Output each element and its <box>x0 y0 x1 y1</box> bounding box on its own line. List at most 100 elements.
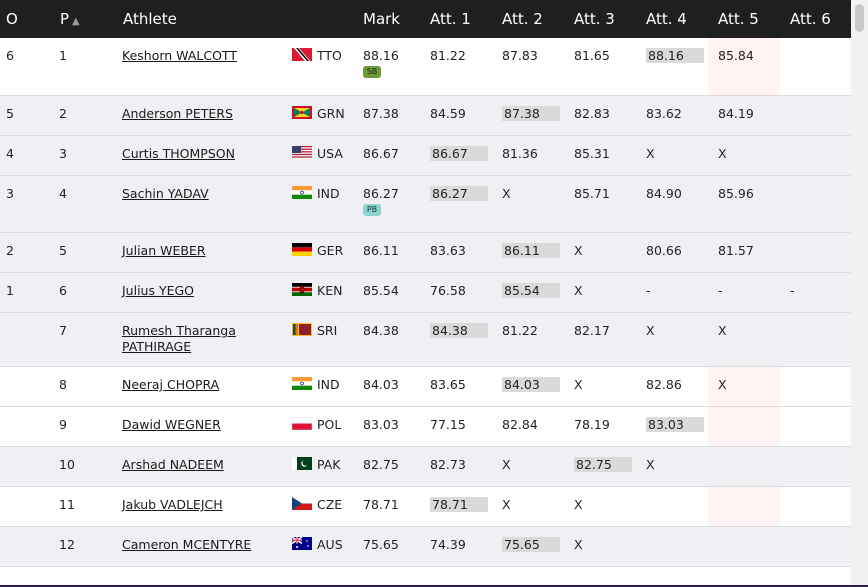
attempt-cell-a3: 82.17 <box>574 323 610 338</box>
attempt-cell-a1: 81.22 <box>430 48 466 63</box>
flag-cze-icon <box>292 497 312 510</box>
best-attempt-highlight: 88.16 <box>646 48 704 63</box>
mark-cell: 82.75 <box>363 457 399 472</box>
place-cell: 2 <box>59 106 67 121</box>
athlete-link[interactable]: Rumesh Tharanga PATHIRAGE <box>122 323 236 354</box>
attempt-cell-a1: 76.58 <box>430 283 466 298</box>
athlete-link[interactable]: Sachin YADAV <box>122 186 209 201</box>
attempt-cell-a2: 82.84 <box>502 417 538 432</box>
mark-cell: 75.65 <box>363 537 399 552</box>
attempt-cell-a3: X <box>574 243 583 258</box>
place-cell: 6 <box>59 283 67 298</box>
header-p[interactable]: P ▲ <box>60 0 80 38</box>
attempt-cell-a5: 85.84 <box>718 48 754 63</box>
place-cell: 12 <box>59 537 75 552</box>
attempt-cell-a3: 78.19 <box>574 417 610 432</box>
athlete-link[interactable]: Arshad NADEEM <box>122 457 224 472</box>
header-att1[interactable]: Att. 1 <box>430 10 471 28</box>
place-cell: 7 <box>59 323 67 338</box>
attempt-cell-a1: 86.67 <box>430 146 488 161</box>
attempt-cell-a4: 80.66 <box>646 243 682 258</box>
attempt-cell-a5: X <box>718 323 727 338</box>
attempt-cell-a5: 81.57 <box>718 243 754 258</box>
attempt-cell-a2: 81.36 <box>502 146 538 161</box>
header-o[interactable]: O <box>6 10 18 28</box>
attempt-cell-a2: 85.54 <box>502 283 560 298</box>
attempt-cell-a2: 87.83 <box>502 48 538 63</box>
attempt-cell-a4: X <box>646 457 655 472</box>
attempt-cell-a1: 83.63 <box>430 243 466 258</box>
attempt-cell-a3: 81.65 <box>574 48 610 63</box>
athlete-link[interactable]: Dawid WEGNER <box>122 417 221 432</box>
flag-aus-icon <box>291 536 312 550</box>
flag-ger-icon <box>292 243 312 256</box>
table-row: 3 4 Sachin YADAV IND 86.27 86.27 X 85.71 84.90 85… <box>0 176 851 233</box>
athlete-link[interactable]: Keshorn WALCOTT <box>122 48 237 63</box>
attempt-cell-a2: 87.38 <box>502 106 560 121</box>
flag-usa-icon <box>292 146 312 159</box>
attempt-cell-a4: 82.86 <box>646 377 682 392</box>
country-code: POL <box>317 417 342 432</box>
flag-pol-icon <box>291 416 313 431</box>
attempt-cell-a2: X <box>502 457 511 472</box>
header-athlete[interactable]: Athlete <box>123 10 177 28</box>
header-att3[interactable]: Att. 3 <box>574 10 615 28</box>
table-row: 4 3 Curtis THOMPSON USA 86.67 86.67 81.36 85.31… <box>0 136 851 176</box>
athlete-link[interactable]: Neeraj CHOPRA <box>122 377 220 392</box>
attempt-cell-a3: X <box>574 377 583 392</box>
table-header: O P ▲ Athlete Mark Att. 1 Att. 2 Att. 3 A… <box>0 0 851 38</box>
header-att4[interactable]: Att. 4 <box>646 10 687 28</box>
table-row: 7 Rumesh Tharanga PATHIRAGE SRI 84.38 84.38 8… <box>0 313 851 367</box>
athlete-link[interactable]: Julius YEGO <box>122 283 195 298</box>
place-cell: 9 <box>59 417 67 432</box>
header-mark[interactable]: Mark <box>363 10 400 28</box>
attempt-cell-a1: 74.39 <box>430 537 466 552</box>
country-code: TTO <box>317 48 342 63</box>
country-code: SRI <box>317 323 338 338</box>
table-row: 2 5 Julian WEBER GER 86.11 83.63 86.11 X 80.66 81… <box>0 233 851 273</box>
attempt-cell-a2: 86.11 <box>502 243 560 258</box>
country-code: IND <box>317 377 340 392</box>
attempt-cell-a2: 84.03 <box>502 377 560 392</box>
place-cell: 10 <box>59 457 75 472</box>
mark-cell: 84.38 <box>363 323 399 338</box>
athlete-link[interactable]: Julian WEBER <box>122 243 206 258</box>
mark-cell: 86.67 <box>363 146 399 161</box>
athlete-link[interactable]: Curtis THOMPSON <box>122 146 235 161</box>
best-attempt-highlight: 84.38 <box>430 323 488 338</box>
best-attempt-highlight: 78.71 <box>430 497 488 512</box>
attempt-cell-a5: - <box>718 283 723 298</box>
flag-sri-icon <box>292 323 312 336</box>
country-code: KEN <box>317 283 343 298</box>
flag-ken-icon <box>292 283 312 296</box>
header-att5[interactable]: Att. 5 <box>718 10 759 28</box>
athlete-link[interactable]: Cameron MCENTYRE <box>122 537 252 552</box>
best-attempt-highlight: 86.67 <box>430 146 488 161</box>
attempt-cell-a5: 85.96 <box>718 186 754 201</box>
attempt-cell-a1: 78.71 <box>430 497 488 512</box>
country-code: GRN <box>317 106 345 121</box>
table-row: 5 2 Anderson PETERS GRN 87.38 84.59 87.38 82.83… <box>0 96 851 136</box>
attempt-cell-a2: 81.22 <box>502 323 538 338</box>
best-attempt-highlight: 87.38 <box>502 106 560 121</box>
mark-cell: 84.03 <box>363 377 399 392</box>
scrollbar[interactable] <box>851 0 868 587</box>
attempt-cell-a5: 84.19 <box>718 106 754 121</box>
table-row: 9 Dawid WEGNER POL 83.03 77.15 82.84 78.19 83.0… <box>0 407 851 447</box>
header-att2[interactable]: Att. 2 <box>502 10 543 28</box>
athlete-link[interactable]: Jakub VADLEJCH <box>122 497 223 512</box>
scrollbar-thumb[interactable] <box>855 4 864 32</box>
place-cell: 1 <box>59 48 67 63</box>
attempt-cell-a1: 83.65 <box>430 377 466 392</box>
attempt-cell-a5: X <box>718 146 727 161</box>
header-att6[interactable]: Att. 6 <box>790 10 831 28</box>
country-code: CZE <box>317 497 343 512</box>
athlete-link[interactable]: Anderson PETERS <box>122 106 233 121</box>
table-row: 10 Arshad NADEEM PAK 82.75 82.73 X 82.75 X <box>0 447 851 487</box>
bottom-border <box>0 585 868 587</box>
order-cell: 1 <box>6 283 14 298</box>
attempt-cell-a4: 83.03 <box>646 417 704 432</box>
best-attempt-highlight: 86.27 <box>430 186 488 201</box>
attempt-cell-a3: X <box>574 537 583 552</box>
attempt-cell-a2: 75.65 <box>502 537 560 552</box>
